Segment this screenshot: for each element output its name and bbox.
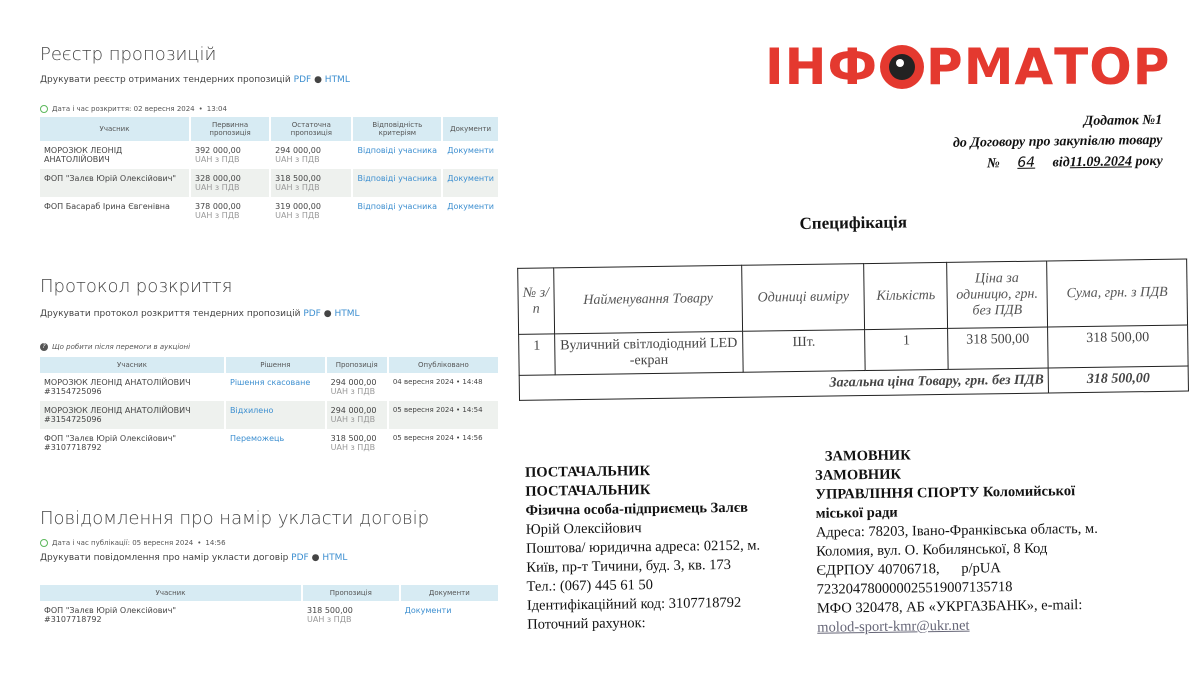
- table-row: МОРОЗЮК ЛЕОНІД АНАТОЛІЙОВИЧ #3154725096 Рі…: [40, 373, 501, 401]
- table-row: МОРОЗЮК ЛЕОНІД АНАТОЛІЙОВИЧ 392 000,00 UAH…: [40, 141, 500, 169]
- clock-icon: [40, 105, 48, 113]
- logo-text-2: РМАТОР: [926, 38, 1171, 96]
- pdf-link[interactable]: PDF: [293, 75, 312, 85]
- eye-icon: [880, 45, 925, 89]
- table-row: ФОП Басараб Ірина Євгенівна 378 000,00 UAH…: [40, 197, 500, 225]
- spec-table: № з/п Найменування Товару Одиниці виміру Кі…: [517, 259, 1189, 401]
- documents-link[interactable]: Документи: [399, 601, 501, 629]
- table-row: МОРОЗЮК ЛЕОНІД АНАТОЛІЙОВИЧ #3154725096 Ві…: [40, 401, 501, 429]
- decision-link[interactable]: Переможець: [225, 429, 327, 457]
- criteria-link[interactable]: Відповіді учасника: [352, 169, 444, 197]
- logo: ІНФ РМАТОР: [765, 38, 1170, 96]
- register-title: Реєстр пропозицій: [40, 44, 217, 65]
- html-link[interactable]: HTML: [324, 75, 350, 85]
- spec-title: Специфікація: [799, 212, 908, 233]
- register-print: Друкувати реєстр отриманих тендерних про…: [40, 75, 350, 85]
- clock-icon: [40, 539, 48, 547]
- criteria-link[interactable]: Відповіді учасника: [352, 141, 444, 169]
- notice-table: Учасник Пропозиція Документи ФОП "Залєв Юр…: [40, 585, 501, 629]
- html-link[interactable]: HTML: [322, 553, 348, 563]
- help-link[interactable]: ? Що робити після перемоги в аукціоні: [40, 343, 500, 351]
- criteria-link[interactable]: Відповіді учасника: [352, 197, 444, 225]
- specification-document: Додаток №1 до Договору про закупівлю тов…: [510, 102, 1200, 636]
- table-row: ФОП "Залєв Юрій Олексійович" #3107718792 3…: [40, 601, 501, 629]
- customer-block: ЗАМОВНИК ЗАМОВНИК УПРАВЛІННЯ СПОРТУ Коло…: [814, 447, 1098, 636]
- decision-link[interactable]: Рішення скасоване: [225, 373, 327, 401]
- documents-link[interactable]: Документи: [442, 197, 500, 225]
- protocol-table: Учасник Рішення Пропозиція Опубліковано МОР…: [40, 357, 501, 457]
- pdf-link[interactable]: PDF: [291, 553, 309, 563]
- documents-link[interactable]: Документи: [442, 169, 500, 197]
- supplier-block: ПОСТАЧАЛЬНИК ПОСТАЧАЛЬНИК Фізична особа-…: [524, 463, 761, 633]
- notice-title: Повідомлення про намір укласти договір: [40, 508, 430, 529]
- table-row: ФОП "Залєв Юрій Олексійович" #3107718792 П…: [40, 429, 501, 457]
- decision-link[interactable]: Відхилено: [225, 401, 327, 429]
- protocol-title: Протокол розкриття: [40, 276, 233, 297]
- register-table: Учасник Первинна пропозиція Остаточна проп…: [40, 117, 500, 225]
- protocol-print: Друкувати протокол розкриття тендерних п…: [40, 309, 360, 319]
- notice-print: Друкувати повідомлення про намір укласти…: [40, 553, 348, 563]
- pdf-link[interactable]: PDF: [303, 309, 321, 319]
- documents-link[interactable]: Документи: [442, 141, 500, 169]
- question-icon: ?: [40, 343, 48, 351]
- html-link[interactable]: HTML: [334, 309, 360, 319]
- table-row: ФОП "Залєв Юрій Олексійович" 328 000,00 UA…: [40, 169, 500, 197]
- logo-text-1: ІНФ: [765, 38, 879, 96]
